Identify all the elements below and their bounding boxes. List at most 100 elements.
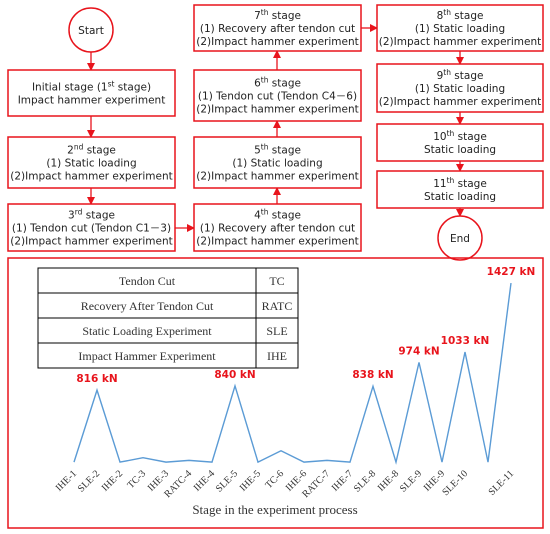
node-text: End [450, 233, 470, 245]
x-tick-label: TC-6 [263, 468, 286, 491]
text-segment: Static loading [424, 144, 496, 156]
text-segment: Impact hammer experiment [18, 95, 166, 107]
superscript: th [261, 143, 269, 152]
node-text: Impact hammer experiment [18, 95, 166, 107]
text-segment: (2)Impact hammer experiment [379, 36, 542, 48]
flowchart: Start Initial stage (1st stage)Impact ham… [7, 4, 544, 261]
text-segment: (1) Tendon cut (Tendon C1－3) [12, 223, 171, 235]
text-segment: Start [78, 25, 104, 37]
node-text: (2)Impact hammer experiment [379, 36, 542, 48]
text-segment: stage [454, 131, 486, 143]
node-text: (1) Tendon cut (Tendon C4－6) [198, 91, 357, 103]
table-cell: TC [269, 274, 284, 288]
text-segment: Initial stage (1 [32, 82, 108, 94]
node-text: Start [78, 25, 104, 37]
text-segment: (1) Static loading [232, 158, 322, 170]
superscript: th [261, 76, 269, 85]
text-segment: stage [82, 210, 114, 222]
table-cell: IHE [267, 349, 287, 363]
value-label: 1033 kN [441, 335, 490, 347]
text-segment: stage) [114, 82, 151, 94]
node-text: (1) Static loading [415, 83, 505, 95]
node-box [376, 123, 544, 162]
node-text: (1) Recovery after tendon cut [200, 223, 355, 235]
node-text: 10th stage [433, 129, 487, 143]
node-box [193, 136, 362, 189]
superscript: th [447, 129, 455, 138]
value-label: 838 kN [352, 369, 393, 381]
text-segment: 8 [437, 10, 444, 22]
node-text: (1) Static loading [415, 23, 505, 35]
node-text: 9th stage [437, 68, 484, 82]
table-cell: Recovery After Tendon Cut [81, 299, 214, 313]
text-segment: (1) Static loading [415, 83, 505, 95]
text-segment: 9 [437, 70, 444, 82]
superscript: th [447, 176, 455, 185]
value-label: 1427 kN [487, 266, 536, 278]
x-tick-label: SLE-10 [440, 468, 470, 498]
node-text: Initial stage (1st stage) [32, 80, 151, 94]
text-segment: stage [451, 10, 483, 22]
text-segment: 6 [254, 78, 261, 90]
text-segment: 4 [254, 210, 261, 222]
node-text: 4th stage [254, 208, 301, 222]
table-cell: Impact Hammer Experiment [78, 349, 216, 363]
superscript: st [108, 80, 115, 89]
node-text: (2)Impact hammer experiment [10, 236, 173, 248]
node-box [193, 203, 362, 252]
legend-table: Tendon Cut TC Recovery After Tendon Cut RAT… [37, 267, 299, 369]
superscript: th [261, 8, 269, 17]
node-text: (2)Impact hammer experiment [196, 36, 359, 48]
node-text: (1) Recovery after tendon cut [200, 23, 355, 35]
node-text: 6th stage [254, 76, 301, 90]
text-segment: (2)Impact hammer experiment [379, 96, 542, 108]
node-text: (1) Static loading [232, 158, 322, 170]
superscript: nd [74, 143, 84, 152]
text-segment: stage [268, 10, 300, 22]
text-segment: 5 [254, 145, 261, 157]
table-cell: Tendon Cut [119, 274, 176, 288]
node-text: (2)Impact hammer experiment [196, 236, 359, 248]
node-text: (1) Tendon cut (Tendon C1－3) [12, 223, 171, 235]
text-segment: (2)Impact hammer experiment [196, 104, 359, 116]
x-axis-label: Stage in the experiment process [192, 502, 357, 517]
node-box [7, 136, 176, 189]
text-segment: stage [83, 145, 115, 157]
table-cell: SLE [266, 324, 287, 338]
node-text: 11th stage [433, 176, 487, 190]
text-segment: (1) Static loading [415, 23, 505, 35]
node-text: (2)Impact hammer experiment [196, 104, 359, 116]
text-segment: 11 [433, 178, 446, 190]
x-tick-label: SLE-9 [398, 468, 424, 494]
x-tick-label: IHE-7 [330, 468, 355, 493]
text-segment: stage [454, 178, 486, 190]
x-tick-label: SLE-8 [352, 468, 378, 494]
text-segment: (2)Impact hammer experiment [10, 171, 173, 183]
text-segment: (2)Impact hammer experiment [196, 236, 359, 248]
text-segment: (2)Impact hammer experiment [10, 236, 173, 248]
x-tick-label: IHE-8 [376, 468, 401, 493]
table-cell: RATC [262, 299, 293, 313]
table-cell: Static Loading Experiment [82, 324, 212, 338]
text-segment: stage [268, 145, 300, 157]
text-segment: (1) Tendon cut (Tendon C4－6) [198, 91, 357, 103]
node-text: (2)Impact hammer experiment [379, 96, 542, 108]
x-tick-label: SLE-11 [487, 468, 517, 498]
x-tick-label: IHE-4 [192, 468, 217, 493]
text-segment: (1) Static loading [46, 158, 136, 170]
x-tick-label: TC-3 [125, 468, 148, 491]
text-segment: 10 [433, 131, 446, 143]
text-segment: stage [268, 78, 300, 90]
text-segment: End [450, 233, 470, 245]
node-text: Static loading [424, 144, 496, 156]
x-tick-label: SLE-2 [76, 468, 102, 494]
superscript: th [443, 8, 451, 17]
superscript: th [443, 68, 451, 77]
node-box [376, 4, 544, 52]
node-text: 5th stage [254, 143, 301, 157]
node-text: (2)Impact hammer experiment [196, 171, 359, 183]
value-label: 974 kN [398, 345, 439, 357]
text-segment: stage [268, 210, 300, 222]
node-text: 3rd stage [68, 208, 115, 222]
